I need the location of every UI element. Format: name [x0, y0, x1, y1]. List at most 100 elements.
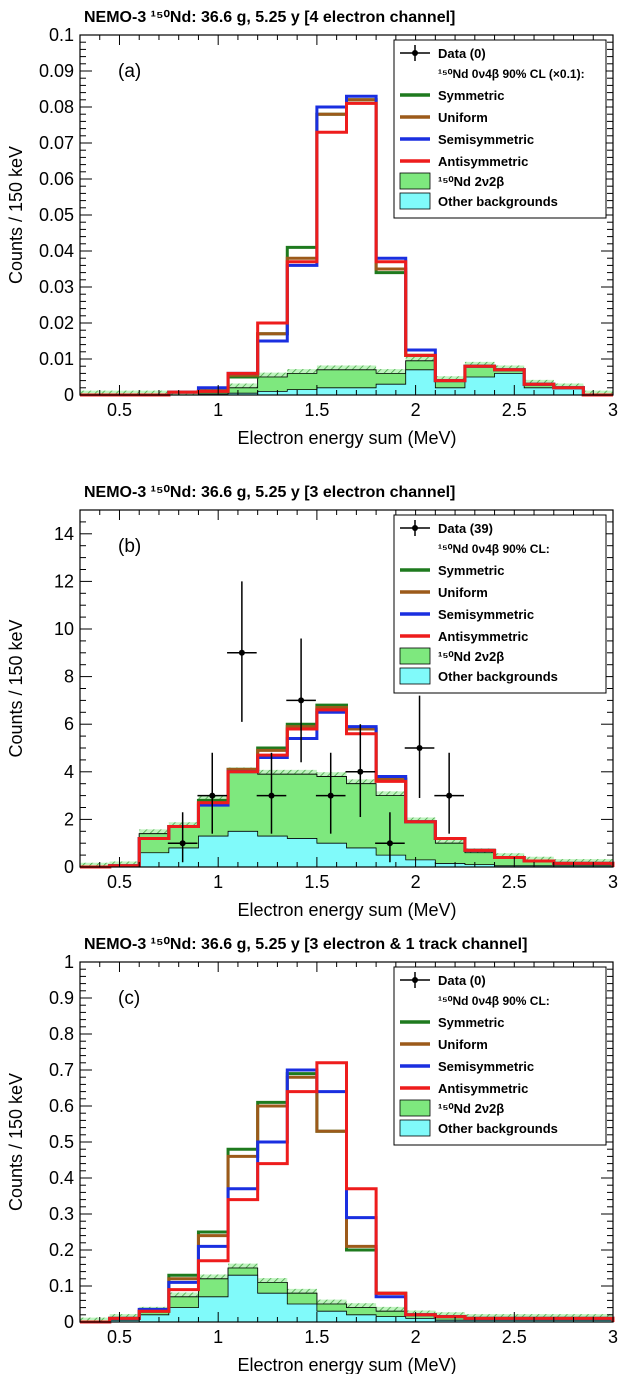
legend-symmetric-label: Symmetric: [438, 88, 504, 103]
y-tick-label: 0.2: [49, 1240, 74, 1260]
panel-label: (b): [118, 536, 141, 557]
data-point-marker: [298, 697, 305, 704]
y-tick-label: 0.08: [39, 97, 74, 117]
y-tick-label: 0.9: [49, 988, 74, 1008]
x-tick-label: 2: [411, 400, 421, 420]
x-tick-label: 2.5: [502, 1327, 527, 1347]
data-point: [286, 638, 316, 763]
legend-limit-header: ¹⁵⁰Nd 0ν4β 90% CL (×0.1):: [438, 67, 585, 81]
data-point-marker: [209, 792, 216, 799]
legend-two-nu-swatch: [399, 1099, 431, 1117]
chart-title: NEMO-3 ¹⁵⁰Nd: 36.6 g, 5.25 y [3 electron…: [84, 936, 527, 953]
y-tick-label: 0.02: [39, 313, 74, 333]
data-point-marker: [238, 649, 245, 656]
legend-other-label: Other backgrounds: [438, 669, 558, 684]
y-tick-label: 8: [64, 667, 74, 687]
legend-data-marker-dot: [412, 977, 418, 983]
data-point: [434, 752, 464, 834]
data-point: [375, 812, 405, 863]
x-tick-label: 3: [608, 1327, 618, 1347]
data-point-marker: [446, 792, 453, 799]
y-tick-label: 2: [64, 809, 74, 829]
y-tick-label: 10: [54, 619, 74, 639]
legend-uniform-label: Uniform: [438, 585, 488, 600]
y-tick-label: 0.4: [49, 1168, 74, 1188]
data-point: [256, 752, 287, 834]
y-tick-label: 0.1: [49, 1276, 74, 1296]
legend-data-marker-dot: [412, 525, 418, 531]
x-tick-label: 3: [608, 872, 618, 892]
legend-semisymmetric-label: Semisymmetric: [438, 1059, 534, 1074]
y-tick-label: 12: [54, 571, 74, 591]
x-tick-label: 2: [411, 872, 421, 892]
y-tick-label: 6: [64, 714, 74, 734]
legend: Data (0) ¹⁵⁰Nd 0ν4β 90% CL: Symmetric Unifo…: [393, 966, 607, 1146]
legend-antisymmetric-label: Antisymmetric: [438, 1081, 528, 1096]
y-axis-label: Counts / 150 keV: [6, 146, 26, 284]
x-tick-label: 0.5: [107, 872, 132, 892]
x-tick-label: 1: [213, 400, 223, 420]
y-tick-label: 0.6: [49, 1096, 74, 1116]
legend-uniform-label: Uniform: [438, 1037, 488, 1052]
legend-antisymmetric-label: Antisymmetric: [438, 154, 528, 169]
y-tick-label: 0.01: [39, 349, 74, 369]
x-tick-label: 0.5: [107, 1327, 132, 1347]
legend-semisymmetric-label: Semisymmetric: [438, 132, 534, 147]
x-tick-label: 3: [608, 400, 618, 420]
data-point-marker: [416, 745, 423, 751]
y-tick-label: 0.1: [49, 25, 74, 45]
y-tick-label: 0: [64, 385, 74, 405]
legend-data-label: Data (39): [438, 521, 493, 536]
panel-label: (a): [118, 61, 141, 82]
y-axis-label: Counts / 150 keV: [6, 619, 26, 757]
legend-antisymmetric-label: Antisymmetric: [438, 629, 528, 644]
x-axis-label: Electron energy sum (MeV): [237, 900, 456, 920]
y-tick-label: 0: [64, 1312, 74, 1332]
legend-two-nu-swatch: [399, 647, 431, 665]
data-point-marker: [386, 840, 393, 847]
legend-uniform-label: Uniform: [438, 110, 488, 125]
data-point: [227, 581, 257, 722]
data-point-marker: [327, 792, 334, 799]
y-tick-label: 14: [54, 524, 74, 544]
legend-data-marker-dot: [412, 50, 418, 56]
y-tick-label: 0.5: [49, 1132, 74, 1152]
x-tick-label: 1.5: [304, 1327, 329, 1347]
y-tick-label: 4: [64, 762, 74, 782]
series-antisymmetric-line: [80, 708, 615, 869]
data-point: [404, 695, 435, 798]
x-tick-label: 1.5: [304, 400, 329, 420]
other-backgrounds-fill: [80, 830, 614, 868]
x-axis-label: Electron energy sum (MeV): [237, 428, 456, 448]
x-tick-label: 1: [213, 1327, 223, 1347]
series-antisymmetric-line: [80, 1061, 615, 1324]
y-tick-label: 0: [64, 857, 74, 877]
y-tick-label: 0.7: [49, 1060, 74, 1080]
data-point-marker: [268, 792, 275, 799]
legend-other-swatch: [399, 192, 431, 210]
legend: Data (39) ¹⁵⁰Nd 0ν4β 90% CL: Symmetric Unif…: [393, 514, 607, 694]
x-tick-label: 1: [213, 872, 223, 892]
panel-b: 0.5 1 1.5 2 2.5 3 0 2 4 6 8 10 12 14 Electron energy s…: [6, 484, 618, 920]
panel-a: 0.5 1 1.5 2 2.5 3 0 0.01 0.02 0.03 0.04 0.05 0.06 0.0…: [6, 9, 618, 448]
legend-other-label: Other backgrounds: [438, 1121, 558, 1136]
legend-data-label: Data (0): [438, 973, 486, 988]
panel-label: (c): [118, 988, 140, 1009]
y-axis-label: Counts / 150 keV: [6, 1073, 26, 1211]
x-tick-label: 1.5: [304, 872, 329, 892]
x-tick-label: 2.5: [502, 872, 527, 892]
data-point: [197, 752, 228, 834]
y-tick-label: 0.04: [39, 241, 74, 261]
chart-title: NEMO-3 ¹⁵⁰Nd: 36.6 g, 5.25 y [4 electron…: [84, 9, 455, 26]
legend-two-nu-swatch: [399, 172, 431, 190]
y-tick-label: 0.8: [49, 1024, 74, 1044]
legend-other-swatch: [399, 667, 431, 685]
x-tick-label: 2.5: [502, 400, 527, 420]
legend-data-label: Data (0): [438, 46, 486, 61]
panel-c: 0.5 1 1.5 2 2.5 3 0 0.1 0.2 0.3 0.4 0.5 0.6 0.7 0.8 0.9…: [6, 936, 618, 1374]
x-tick-label: 0.5: [107, 400, 132, 420]
legend-two-nu-label: ¹⁵⁰Nd 2ν2β: [438, 174, 504, 189]
legend-semisymmetric-label: Semisymmetric: [438, 607, 534, 622]
y-tick-label: 0.03: [39, 277, 74, 297]
